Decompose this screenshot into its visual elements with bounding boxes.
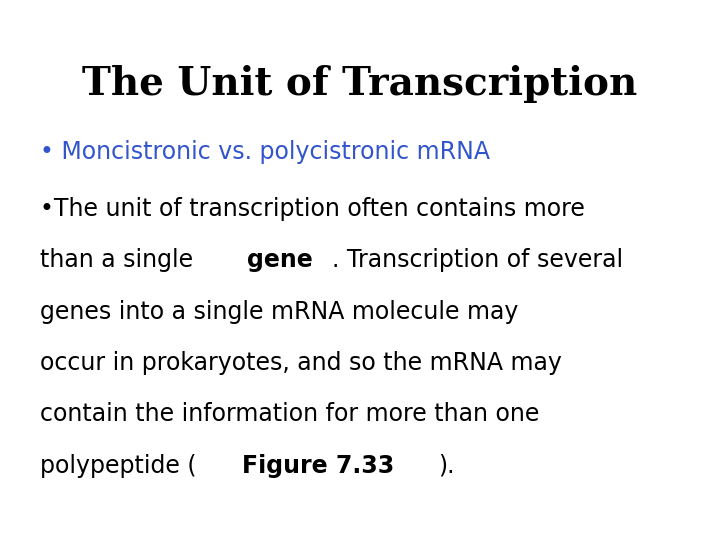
Text: • Moncistronic vs. polycistronic mRNA: • Moncistronic vs. polycistronic mRNA <box>40 140 490 164</box>
Text: occur in prokaryotes, and so the mRNA may: occur in prokaryotes, and so the mRNA ma… <box>40 351 562 375</box>
Text: gene: gene <box>247 248 312 272</box>
Text: Figure 7.33: Figure 7.33 <box>241 454 394 477</box>
Text: The Unit of Transcription: The Unit of Transcription <box>82 65 638 103</box>
Text: polypeptide (: polypeptide ( <box>40 454 196 477</box>
Text: •The unit of transcription often contains more: •The unit of transcription often contain… <box>40 197 585 221</box>
Text: contain the information for more than one: contain the information for more than on… <box>40 402 539 426</box>
Text: . Transcription of several: . Transcription of several <box>332 248 623 272</box>
Text: than a single: than a single <box>40 248 200 272</box>
Text: ).: ). <box>438 454 454 477</box>
Text: genes into a single mRNA molecule may: genes into a single mRNA molecule may <box>40 300 518 323</box>
